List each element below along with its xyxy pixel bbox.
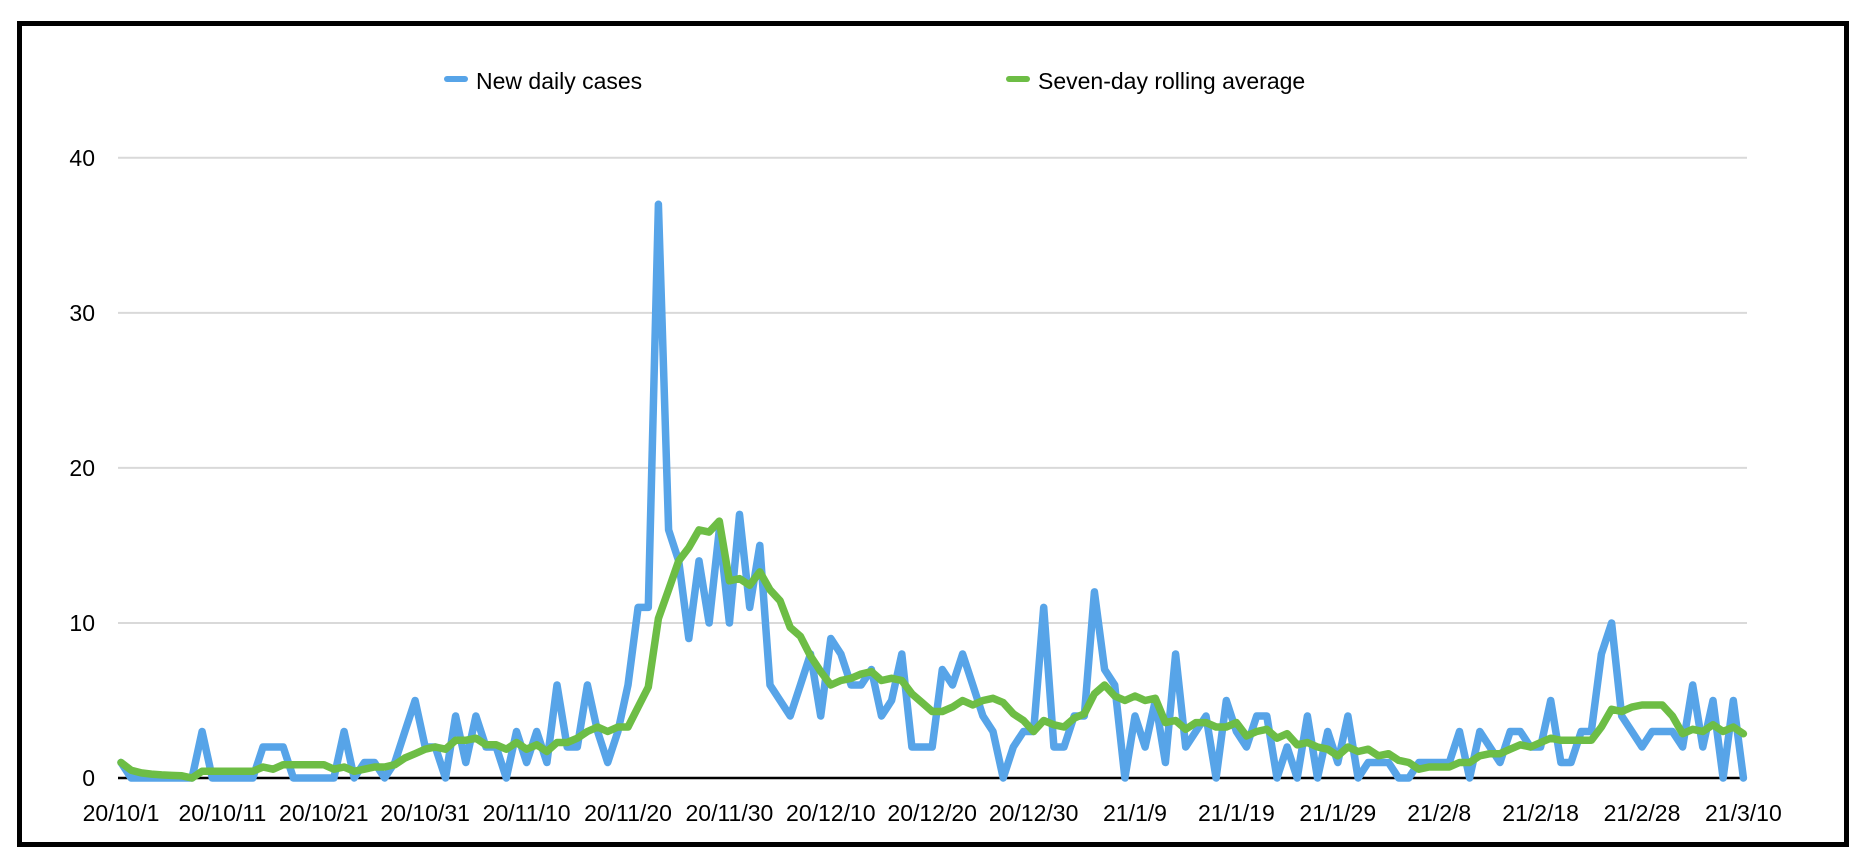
x-tick-label-21-1-29: 21/1/29 (1299, 800, 1376, 826)
x-tick-label-21-2-28: 21/2/28 (1604, 800, 1681, 826)
x-tick-label-20-10-1: 20/10/1 (83, 800, 160, 826)
y-tick-label-40: 40 (69, 145, 95, 171)
legend-label-seven-day-average: Seven-day rolling average (1038, 68, 1305, 94)
x-tick-label-20-12-10: 20/12/10 (786, 800, 876, 826)
series-line-new-daily-cases (117, 200, 1748, 782)
series-line-seven-day-rolling-average (117, 517, 1748, 782)
y-tick-label-0: 0 (82, 765, 95, 791)
x-tick-label-20-12-20: 20/12/20 (887, 800, 977, 826)
x-tick-label-20-10-21: 20/10/21 (279, 800, 369, 826)
gridlines (118, 156, 1747, 624)
chart-frame-border (17, 21, 1849, 847)
y-tick-label-10: 10 (69, 610, 95, 636)
x-tick-label-21-2-18: 21/2/18 (1502, 800, 1579, 826)
x-tick-label-21-3-10: 21/3/10 (1705, 800, 1782, 826)
x-tick-label-20-11-20: 20/11/20 (584, 800, 672, 826)
x-tick-label-20-12-30: 20/12/30 (989, 800, 1079, 826)
legend-swatch-new-daily-cases (444, 76, 468, 82)
x-tick-label-20-11-30: 20/11/30 (685, 800, 773, 826)
x-tick-label-21-1-19: 21/1/19 (1198, 800, 1275, 826)
x-tick-label-20-10-11: 20/10/11 (178, 800, 266, 826)
legend-label-new-daily-cases: New daily cases (476, 68, 642, 94)
y-axis-tick-labels: 0 10 20 30 40 (69, 145, 95, 791)
x-axis-tick-labels: 20/10/1 20/10/11 20/10/21 20/10/31 20/11/10 2… (83, 800, 1782, 826)
legend: New daily cases Seven-day rolling averag… (444, 68, 1305, 94)
series-lines (117, 200, 1748, 782)
x-tick-label-20-11-10: 20/11/10 (483, 800, 571, 826)
x-tick-label-21-2-8: 21/2/8 (1407, 800, 1471, 826)
legend-swatch-seven-day-average (1006, 76, 1030, 82)
x-tick-label-20-10-31: 20/10/31 (380, 800, 470, 826)
x-tick-label-21-1-9: 21/1/9 (1103, 800, 1167, 826)
y-tick-label-20: 20 (69, 455, 95, 481)
y-tick-label-30: 30 (69, 300, 95, 326)
